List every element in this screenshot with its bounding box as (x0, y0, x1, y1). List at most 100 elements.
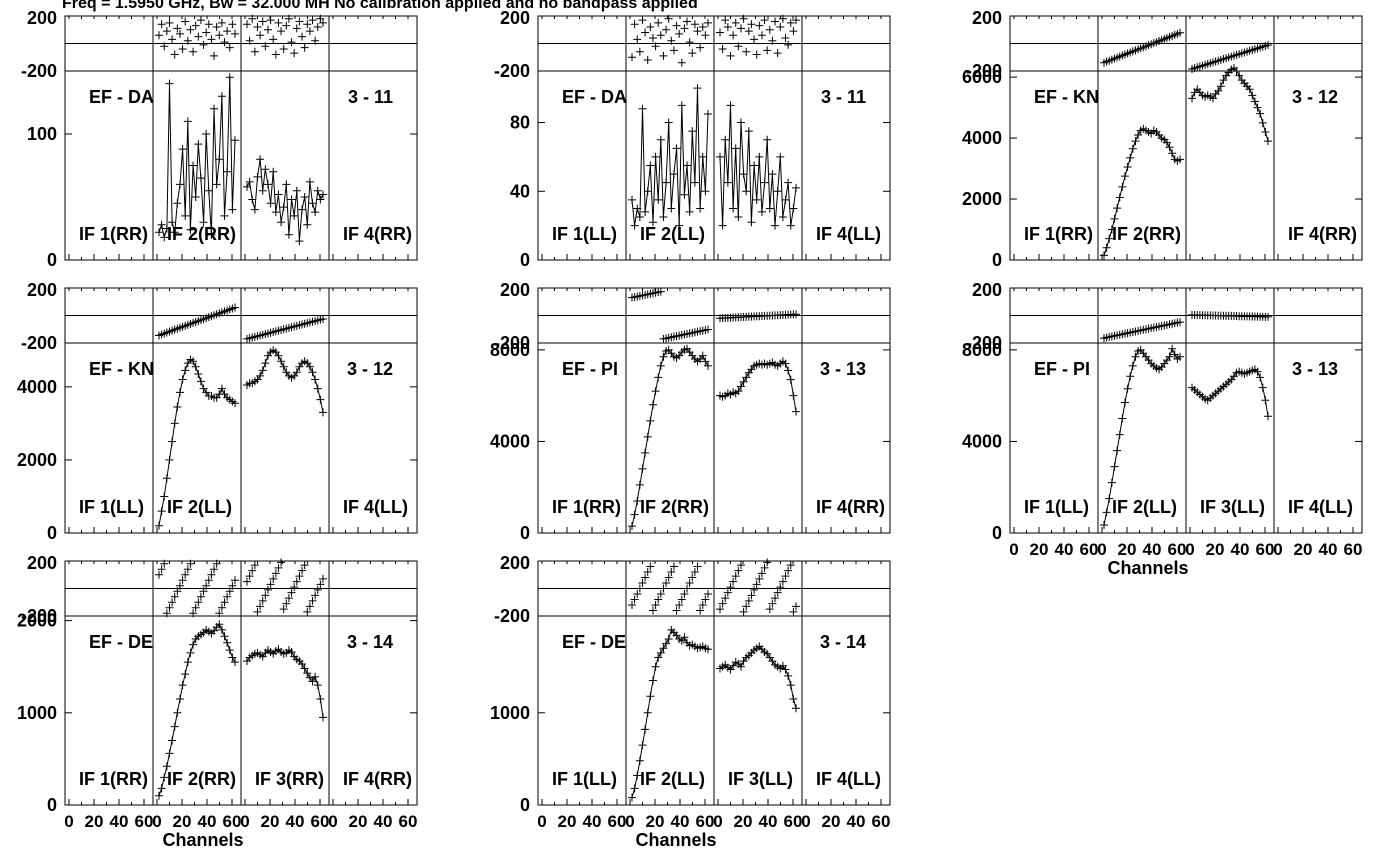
phase-point (279, 45, 288, 53)
phase-point (175, 581, 184, 590)
amplitude-point (739, 377, 748, 386)
amplitude-point (207, 230, 216, 239)
phase-point (1264, 41, 1272, 50)
x-tick-label: 0 (625, 812, 634, 831)
amplitude-point (757, 207, 766, 216)
phase-point (173, 587, 182, 596)
phase-point (157, 565, 166, 574)
phase-point (263, 25, 272, 34)
if-label: IF 2(RR) (1112, 224, 1181, 244)
amplitude-point (721, 135, 730, 144)
phase-point (776, 23, 785, 31)
amplitude-point (1123, 384, 1132, 393)
phase-point (654, 595, 663, 604)
phase-tick-label: 200 (27, 280, 57, 300)
phase-point (298, 566, 307, 575)
amplitude-point (1258, 383, 1267, 392)
phase-point (170, 50, 179, 59)
phase-point (763, 46, 772, 55)
x-tick-label: 20 (173, 812, 192, 831)
phase-point (677, 58, 686, 67)
phase-point (316, 580, 325, 589)
phase-point (672, 21, 681, 30)
amplitude-tick-label: 8000 (962, 340, 1002, 360)
phase-point (175, 29, 184, 38)
amplitude-tick-label: 0 (520, 523, 530, 543)
amplitude-point (635, 756, 644, 765)
phase-point (693, 562, 702, 571)
phase-point (305, 602, 314, 611)
amplitude-tick-label: 100 (27, 124, 57, 144)
phase-point (672, 606, 681, 615)
amplitude-point (628, 522, 636, 531)
phase-point (742, 47, 751, 56)
if-label: IF 2(LL) (1112, 497, 1177, 517)
amplitude-tick-label: 0 (47, 250, 57, 270)
amplitude-point (231, 658, 239, 667)
amplitude-line (158, 77, 236, 238)
amplitude-line (246, 159, 324, 242)
phase-point (165, 18, 174, 27)
x-tick-label: 40 (583, 812, 602, 831)
x-tick-label: 20 (85, 812, 104, 831)
amplitude-point (175, 180, 184, 189)
phase-point (250, 561, 259, 570)
amplitude-line (719, 645, 797, 709)
phase-point (199, 587, 208, 596)
phase-point (773, 49, 782, 58)
amplitude-point (726, 101, 735, 110)
phase-point (747, 591, 756, 600)
amplitude-point (1219, 76, 1228, 85)
amplitude-point (261, 359, 270, 368)
amplitude-point (1235, 71, 1244, 80)
amplitude-point (646, 416, 655, 425)
amplitude-point (792, 183, 800, 192)
phase-point (274, 18, 283, 27)
if-label: IF 1(LL) (552, 769, 617, 789)
amplitude-point (1208, 94, 1217, 103)
amplitude-point (186, 225, 195, 234)
baseline-label: EF - DA (89, 87, 154, 107)
amplitude-point (308, 199, 317, 208)
phase-point (698, 601, 707, 609)
phase-point (726, 51, 735, 60)
phase-point (1176, 318, 1184, 327)
baseline-label: EF - KN (1034, 87, 1099, 107)
if-label: IF 4(LL) (1288, 497, 1353, 517)
amplitude-point (1248, 91, 1257, 100)
phase-point (690, 20, 699, 29)
phase-point (656, 31, 665, 40)
phase-point (207, 35, 216, 44)
phase-point (721, 594, 730, 603)
amplitude-point (157, 220, 166, 229)
x-tick-label: 40 (1055, 540, 1074, 559)
amplitude-point (667, 204, 676, 213)
phase-point (248, 566, 257, 575)
amplitude-point (217, 384, 226, 393)
amplitude-point (162, 224, 171, 233)
phase-point (261, 591, 270, 600)
scan-label: 3 - 11 (821, 87, 866, 107)
amplitude-point (638, 104, 647, 113)
phase-point (290, 49, 299, 58)
phase-point (1176, 28, 1184, 37)
phase-point (271, 569, 280, 578)
x-tick-label: 0 (152, 812, 161, 831)
phase-point (212, 23, 221, 31)
x-tick-label: 20 (822, 812, 841, 831)
amplitude-point (279, 203, 288, 212)
phase-point (181, 17, 190, 26)
series-2 (1188, 310, 1272, 421)
amplitude-point (300, 193, 309, 201)
phase-point (155, 570, 163, 579)
phase-point (716, 28, 724, 37)
x-tick-label: 0 (1009, 540, 1018, 559)
phase-point (258, 596, 267, 605)
amplitude-point (215, 155, 224, 164)
phase-point (228, 20, 237, 29)
amplitude-point (628, 793, 636, 802)
amplitude-point (277, 218, 286, 227)
phase-point (311, 591, 320, 600)
phase-point (664, 14, 673, 23)
